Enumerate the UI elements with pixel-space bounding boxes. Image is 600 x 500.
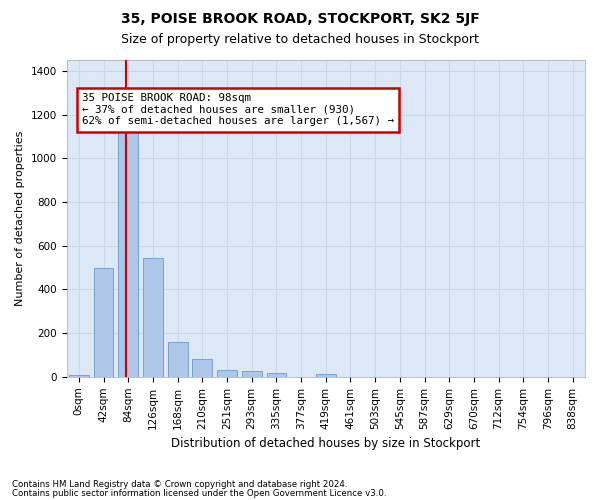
Text: 35 POISE BROOK ROAD: 98sqm
← 37% of detached houses are smaller (930)
62% of sem: 35 POISE BROOK ROAD: 98sqm ← 37% of deta… [82,94,394,126]
Bar [193,360,212,377]
Text: 35, POISE BROOK ROAD, STOCKPORT, SK2 5JF: 35, POISE BROOK ROAD, STOCKPORT, SK2 5JF [121,12,479,26]
Bar [94,268,113,377]
Text: Size of property relative to detached houses in Stockport: Size of property relative to detached ho… [121,32,479,46]
Bar [118,124,138,377]
Bar [316,374,335,377]
X-axis label: Distribution of detached houses by size in Stockport: Distribution of detached houses by size … [171,437,481,450]
Bar [143,258,163,377]
Bar [266,373,286,377]
Bar [69,374,89,377]
Bar [168,342,188,377]
Text: Contains HM Land Registry data © Crown copyright and database right 2024.: Contains HM Land Registry data © Crown c… [12,480,347,489]
Bar [242,371,262,377]
Bar [217,370,237,377]
Y-axis label: Number of detached properties: Number of detached properties [15,130,25,306]
Text: Contains public sector information licensed under the Open Government Licence v3: Contains public sector information licen… [12,488,386,498]
